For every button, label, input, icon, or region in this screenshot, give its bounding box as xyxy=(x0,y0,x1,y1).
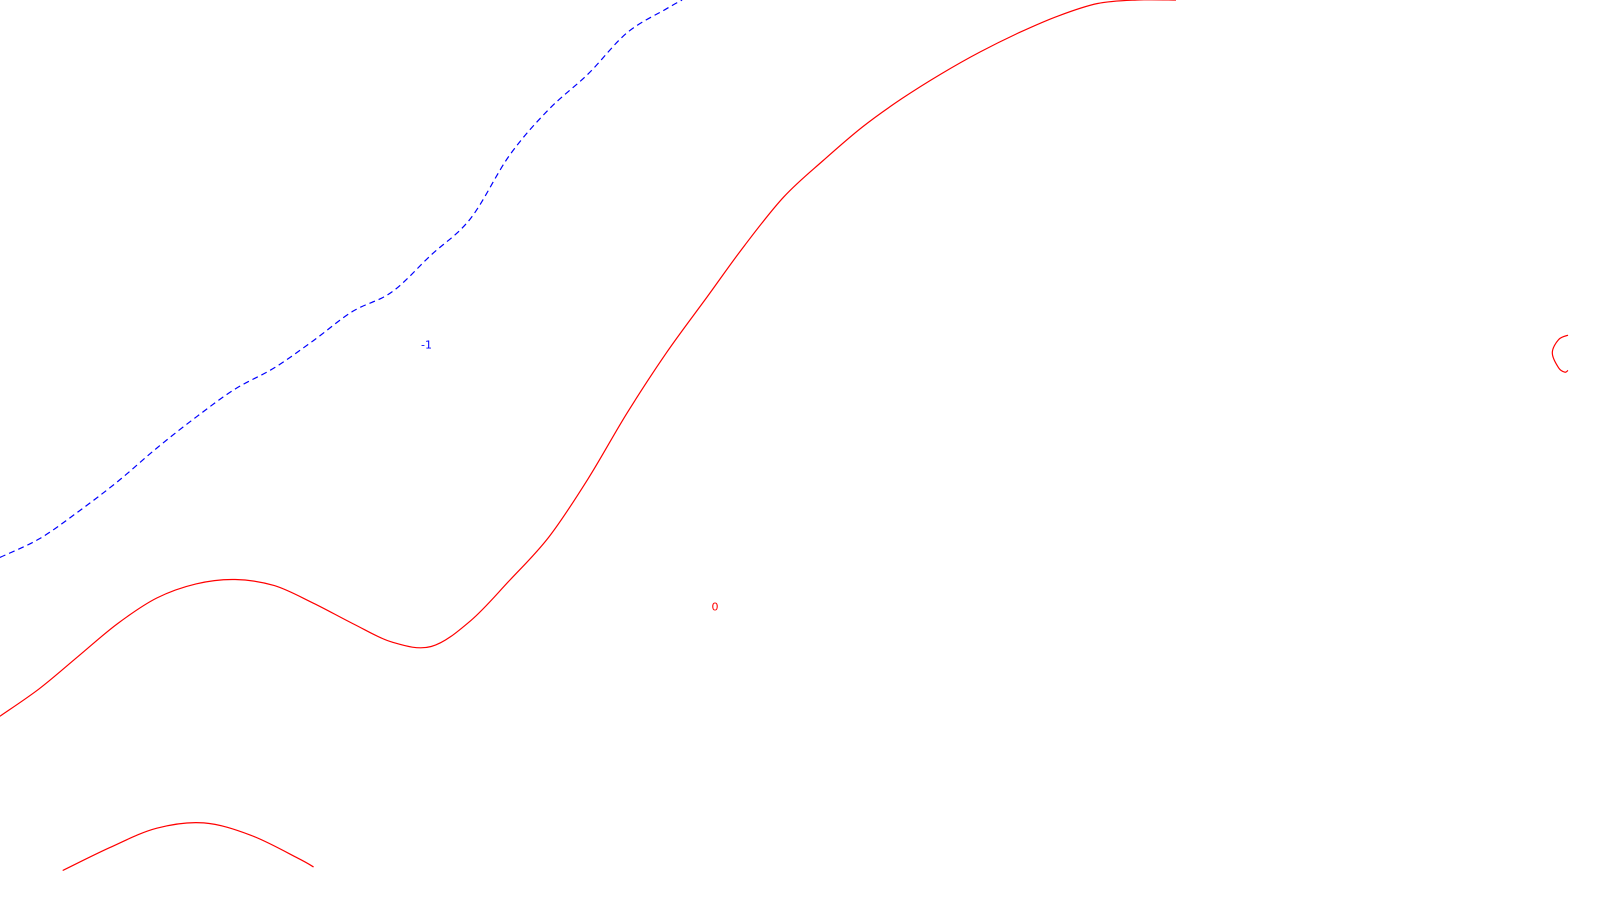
contour-line-level-0-2 xyxy=(62,822,314,872)
contour-line-level-0-1 xyxy=(0,0,1176,717)
contour-line-level-neg1-0 xyxy=(0,0,683,558)
contour-label-0: -1 xyxy=(421,339,432,352)
contour-labels: -1 0 xyxy=(421,339,718,614)
contour-lines xyxy=(0,0,1569,872)
contour-line-level-0-3 xyxy=(1551,334,1569,373)
contour-label-1: 0 xyxy=(712,601,719,614)
